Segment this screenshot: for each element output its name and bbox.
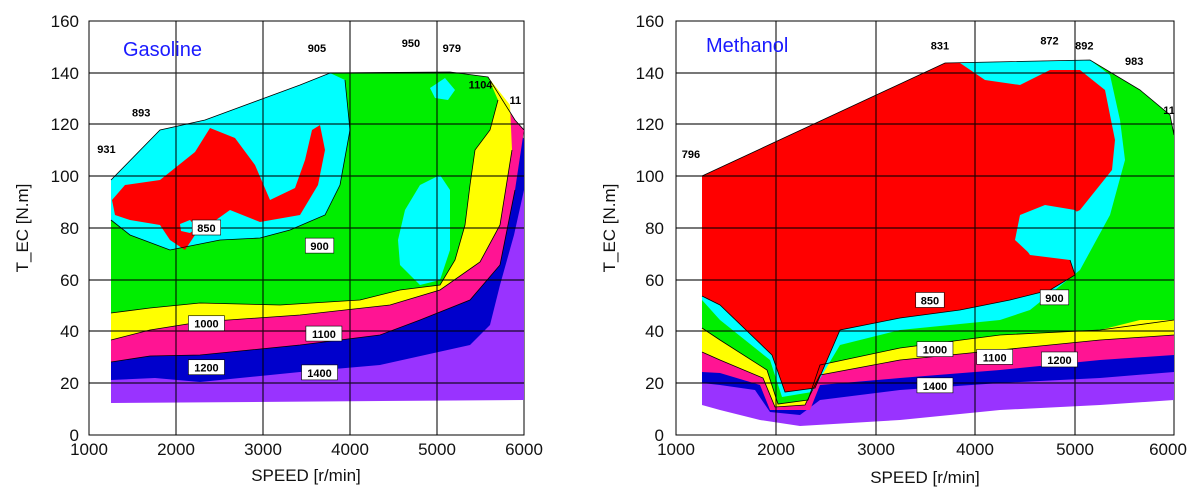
- y-tick-label: 20: [645, 374, 664, 393]
- edge-value-label: 872: [1040, 35, 1058, 47]
- contour-value-label: 1000: [923, 345, 947, 357]
- y-tick-label: 60: [60, 271, 79, 290]
- contour-value-label: 850: [197, 223, 215, 235]
- gasoline-chart: 0 20 40 60 80 100 120 140 160 1000 2000 …: [13, 12, 543, 485]
- y-tick-label: 100: [636, 167, 664, 186]
- chart-title: Gasoline: [123, 39, 202, 61]
- chart-title: Methanol: [706, 35, 788, 57]
- edge-value-label: 11: [509, 95, 521, 107]
- region-850-notch: [1015, 205, 1090, 258]
- edge-value-label: 796: [682, 149, 700, 161]
- edge-value-label: 893: [132, 108, 150, 120]
- edge-value-label: 905: [308, 43, 326, 55]
- contour-label-box: [1039, 289, 1070, 306]
- contour-value-label: 1100: [983, 352, 1007, 364]
- y-tick-label: 80: [645, 219, 664, 238]
- x-tick-label: 5000: [1056, 440, 1094, 459]
- x-tick-labels: 1000 2000 3000 4000 5000 6000: [657, 440, 1187, 459]
- x-axis-label: SPEED [r/min]: [870, 468, 980, 487]
- y-axis-label: T_EC [N.m]: [13, 184, 32, 273]
- y-tick-label: 20: [60, 374, 79, 393]
- contour-label-box: [916, 341, 954, 357]
- x-tick-label: 6000: [505, 440, 543, 459]
- x-tick-label: 1000: [70, 440, 108, 459]
- contour-label-box: [188, 359, 225, 376]
- y-tick-label: 140: [51, 64, 79, 83]
- edge-value-label: 931: [97, 144, 115, 156]
- edge-value-label: 950: [402, 38, 420, 50]
- y-tick-label: 40: [645, 322, 664, 341]
- contour-value-label: 1000: [194, 319, 218, 331]
- y-tick-label: 80: [60, 219, 79, 238]
- x-tick-label: 3000: [244, 440, 282, 459]
- contour-label-box: [915, 292, 945, 308]
- y-tick-label: 0: [655, 426, 664, 445]
- y-tick-label: 40: [60, 322, 79, 341]
- contour-value-labels: 850 900 1000 1100 1200 1400: [915, 289, 1078, 394]
- edge-value-label: 979: [443, 43, 461, 55]
- y-tick-label: 100: [51, 167, 79, 186]
- x-tick-label: 1000: [657, 440, 695, 459]
- contour-label-box: [305, 325, 343, 342]
- contour-label-box: [976, 349, 1014, 365]
- contour-value-label: 1400: [307, 368, 331, 380]
- contour-label-box: [301, 364, 338, 381]
- edge-value-label: 1104: [469, 79, 494, 91]
- y-tick-label: 160: [636, 12, 664, 31]
- edge-labels: 796 831 872 892 983 11: [682, 35, 1175, 161]
- x-tick-label: 4000: [956, 440, 994, 459]
- edge-value-label: 892: [1075, 40, 1093, 52]
- region-850: [112, 125, 325, 250]
- x-tick-label: 2000: [757, 440, 795, 459]
- contour-value-label: 900: [1045, 293, 1063, 305]
- edge-value-label: 11: [1163, 105, 1175, 117]
- x-tick-label: 5000: [418, 440, 456, 459]
- edge-labels: 931 893 905 950 979 1104 11: [97, 38, 521, 156]
- x-axis-label: SPEED [r/min]: [251, 466, 361, 485]
- contour-value-label: 1200: [194, 363, 218, 375]
- y-axis-label: T_EC [N.m]: [600, 184, 619, 273]
- y-tick-label: 120: [636, 115, 664, 134]
- contour-value-label: 900: [310, 241, 328, 253]
- contour-label-box: [188, 315, 225, 332]
- contour-label-box: [1041, 351, 1078, 368]
- contour-value-label: 1400: [923, 381, 947, 393]
- methanol-chart: 0 20 40 60 80 100 120 140 160 1000 2000 …: [600, 12, 1187, 487]
- x-tick-labels: 1000 2000 3000 4000 5000 6000: [70, 440, 543, 459]
- y-tick-label: 0: [70, 426, 79, 445]
- contour-label-box: [304, 237, 335, 254]
- gridlines: [676, 21, 1174, 435]
- x-tick-label: 2000: [157, 440, 195, 459]
- y-tick-label: 160: [51, 12, 79, 31]
- contour-value-label: 1100: [312, 329, 336, 341]
- y-tick-labels: 0 20 40 60 80 100 120 140 160: [636, 12, 664, 445]
- contour-label-box: [916, 377, 954, 394]
- contour-label-box: [191, 219, 221, 236]
- contour-value-label: 1200: [1047, 355, 1071, 367]
- region-900-spot: [430, 78, 455, 100]
- edge-value-label: 983: [1125, 56, 1143, 68]
- y-tick-label: 140: [636, 64, 664, 83]
- y-tick-label: 120: [51, 115, 79, 134]
- contour-value-label: 850: [921, 295, 939, 307]
- contour-value-labels: 850 900 1000 1100 1200 1400: [188, 219, 343, 381]
- x-tick-label: 4000: [331, 440, 369, 459]
- x-tick-label: 6000: [1149, 440, 1187, 459]
- edge-value-label: 831: [931, 40, 949, 52]
- x-tick-label: 3000: [857, 440, 895, 459]
- contour-lines: [701, 59, 1175, 408]
- y-tick-labels: 0 20 40 60 80 100 120 140 160: [51, 12, 79, 445]
- y-tick-label: 60: [645, 271, 664, 290]
